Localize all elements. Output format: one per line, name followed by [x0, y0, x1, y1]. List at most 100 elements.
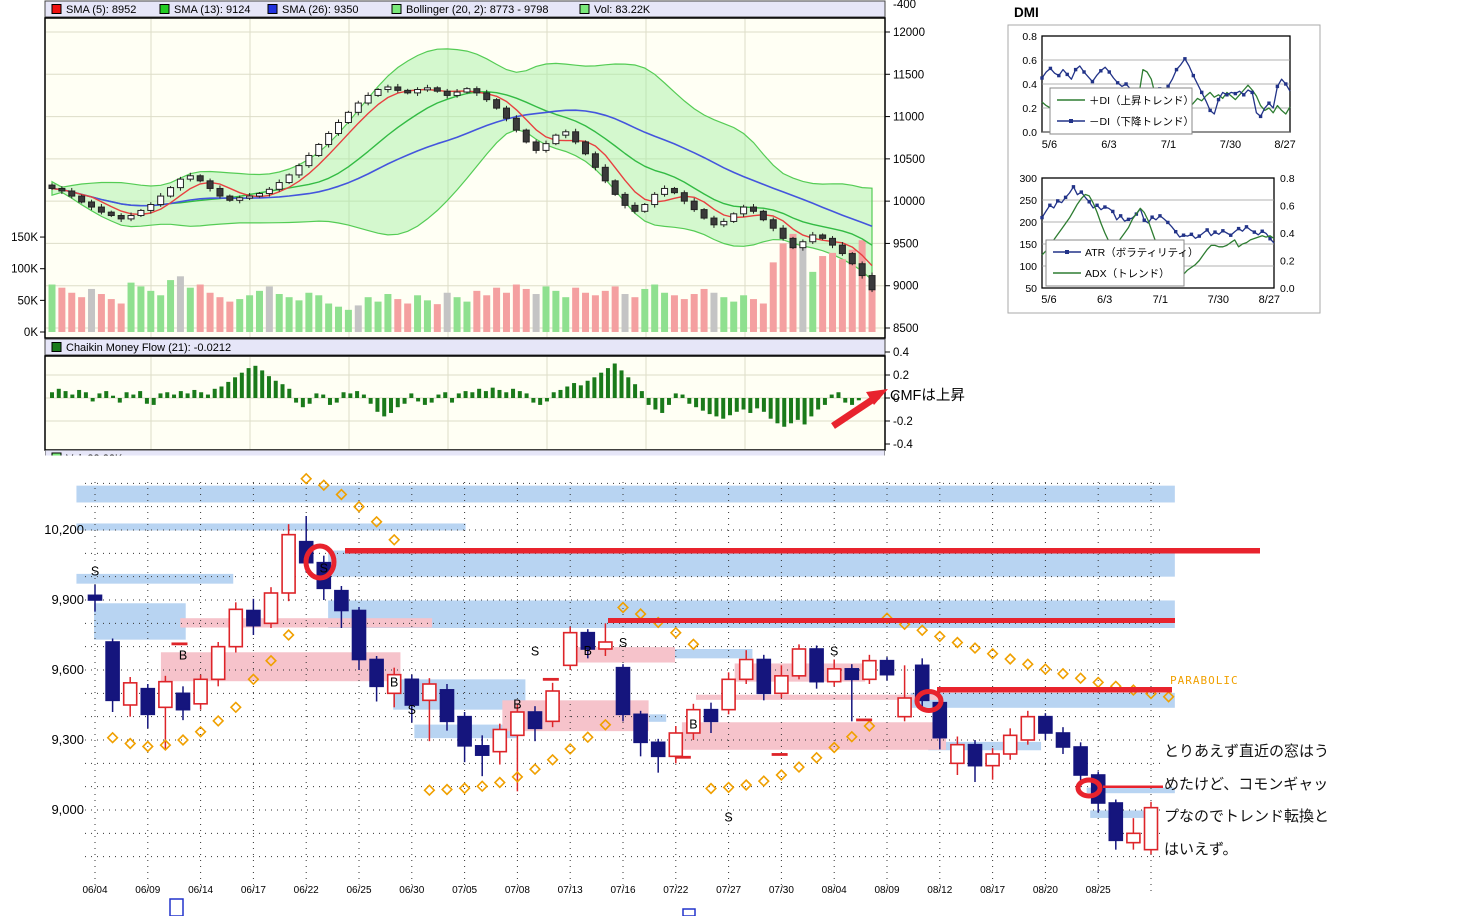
date-label: 08/09 — [874, 885, 899, 896]
daily-candlestick-chart: 10,200 9,900 9,600 9,300 9,000 06/04 06/09 06/1… — [44, 472, 1260, 916]
date-label: 06/30 — [399, 885, 424, 896]
bottom-price-label: 9,000 — [51, 802, 84, 817]
cmf-axis-label: -0.4 — [893, 439, 913, 451]
date-label: 08/25 — [1086, 885, 1111, 896]
dmi-legend-box — [1049, 87, 1193, 135]
note-line: プなのでトレンド転換と — [1164, 808, 1330, 825]
svg-text:7/1: 7/1 — [1161, 139, 1176, 151]
date-label: 07/30 — [769, 885, 794, 896]
volume-axis-label: 50K — [18, 295, 39, 307]
date-label: 06/17 — [241, 885, 266, 896]
red-line-annotation — [608, 618, 1175, 623]
svg-text:0.4: 0.4 — [1280, 228, 1295, 240]
svg-text:6/3: 6/3 — [1101, 139, 1116, 151]
price-axis-label: 12000 — [893, 27, 925, 39]
cmf-axis-label: -0.2 — [893, 416, 913, 428]
svg-text:6/3: 6/3 — [1097, 294, 1112, 306]
svg-text:100: 100 — [1019, 261, 1037, 273]
price-axis-label: 10500 — [893, 154, 925, 166]
svg-text:0.2: 0.2 — [1022, 103, 1037, 115]
svg-text:0.2: 0.2 — [1280, 256, 1295, 268]
cmf-axis-label: 0 — [893, 393, 899, 405]
date-label: 06/04 — [82, 885, 107, 896]
atr-legend-label: ATR（ボラティリティ） — [1085, 247, 1198, 259]
svg-text:0.0: 0.0 — [1280, 283, 1295, 295]
date-label: 08/04 — [822, 885, 847, 896]
bottom-price-label: 9,900 — [51, 592, 84, 607]
date-label: 07/13 — [558, 885, 583, 896]
svg-text:5/6: 5/6 — [1042, 139, 1057, 151]
date-label: 06/09 — [135, 885, 160, 896]
price-axis-label: 11500 — [893, 69, 924, 81]
volume-axis-label: 100K — [11, 264, 38, 276]
cmf-legend-label: Chaikin Money Flow (21): -0.0212 — [66, 342, 231, 354]
sell-signal-label: S — [619, 636, 627, 650]
legend-swatch — [159, 4, 170, 14]
legend-swatch — [391, 4, 402, 14]
date-label: 07/05 — [452, 885, 477, 896]
buy-signal-label: B — [513, 697, 521, 711]
svg-text:7/30: 7/30 — [1220, 139, 1241, 151]
svg-text:0.4: 0.4 — [1022, 79, 1037, 91]
volume-axis-label: 0K — [24, 327, 38, 339]
buy-signal-label: B — [179, 648, 187, 662]
dmi-legend-label: －DI（下降トレンド） — [1089, 115, 1194, 128]
dmi-title: DMI — [1014, 5, 1039, 20]
sell-signal-label: S — [320, 561, 328, 575]
cmf-axis-label: 0.2 — [893, 370, 909, 382]
legend-label: SMA (26): 9350 — [282, 4, 358, 16]
note-line: はいえず。 — [1164, 840, 1238, 858]
cmf-legend-swatch — [51, 342, 62, 352]
svg-text:0.6: 0.6 — [1022, 55, 1037, 67]
legend-label: SMA (13): 9124 — [174, 4, 250, 16]
dmi-atr-indicator-window: DMI 0.8 0.6 0.4 0.2 0.0 5/6 6/3 7/1 7/30 8/27 ＋DI（上… — [1007, 5, 1321, 314]
legend-label: Bollinger (20, 2): 8773 - 9798 — [406, 4, 548, 16]
red-line-annotation — [345, 548, 1260, 554]
note-line: めたけど、コモンギャッ — [1164, 775, 1329, 793]
svg-text:0.6: 0.6 — [1280, 201, 1295, 213]
sell-signal-label: S — [408, 703, 416, 717]
price-axis-label: 8500 — [893, 323, 919, 335]
red-line-annotation — [1103, 785, 1163, 788]
price-axis-label: 11000 — [893, 112, 924, 124]
red-circle-annotation — [914, 689, 944, 713]
red-circle-annotation — [303, 543, 337, 581]
svg-text:300: 300 — [1019, 173, 1037, 185]
red-circle-annotation — [1075, 777, 1103, 799]
date-label: 06/22 — [294, 885, 319, 896]
gap-comment-note: とりあえず直近の窓はう めたけど、コモンギャッ プなのでトレンド転換と はいえず… — [1164, 736, 1369, 866]
legend-label: Vol: 83.22K — [594, 4, 651, 16]
date-label: 06/14 — [188, 885, 213, 896]
legend-label: SMA (5): 8952 — [66, 4, 136, 16]
legend-swatch — [267, 4, 278, 14]
bottom-price-label: 9,600 — [51, 662, 84, 677]
note-line: とりあえず直近の窓はう — [1164, 743, 1330, 760]
red-arrow-annotation — [831, 393, 880, 429]
svg-text:5/6: 5/6 — [1041, 294, 1056, 306]
volume-axis-label: 150K — [11, 232, 38, 244]
red-line-annotation — [937, 687, 1172, 693]
sell-signal-label: S — [724, 811, 732, 825]
svg-text:50: 50 — [1025, 283, 1037, 295]
date-label: 07/08 — [505, 885, 530, 896]
svg-text:8/27: 8/27 — [1259, 294, 1280, 306]
atr-legend-box — [1045, 239, 1185, 287]
dmi-legend-label: ＋DI（上昇トレンド） — [1089, 95, 1194, 107]
date-label: 08/17 — [980, 885, 1005, 896]
date-label: 08/20 — [1033, 885, 1058, 896]
svg-text:7/30: 7/30 — [1208, 294, 1229, 306]
sell-signal-label: S — [531, 645, 539, 659]
buy-signal-label: B — [689, 717, 697, 731]
svg-text:250: 250 — [1019, 195, 1037, 207]
svg-text:0.0: 0.0 — [1022, 127, 1037, 139]
svg-text:0.8: 0.8 — [1280, 173, 1295, 185]
svg-text:0.8: 0.8 — [1022, 31, 1037, 43]
price-axis-label: 9500 — [893, 238, 919, 250]
sell-signal-label: S — [91, 565, 99, 579]
date-label: 07/16 — [610, 885, 635, 896]
legend-swatch — [579, 4, 590, 14]
date-label: 07/27 — [716, 885, 741, 896]
date-label: 07/22 — [663, 885, 688, 896]
parabolic-label: PARABOLIC — [1170, 674, 1239, 687]
